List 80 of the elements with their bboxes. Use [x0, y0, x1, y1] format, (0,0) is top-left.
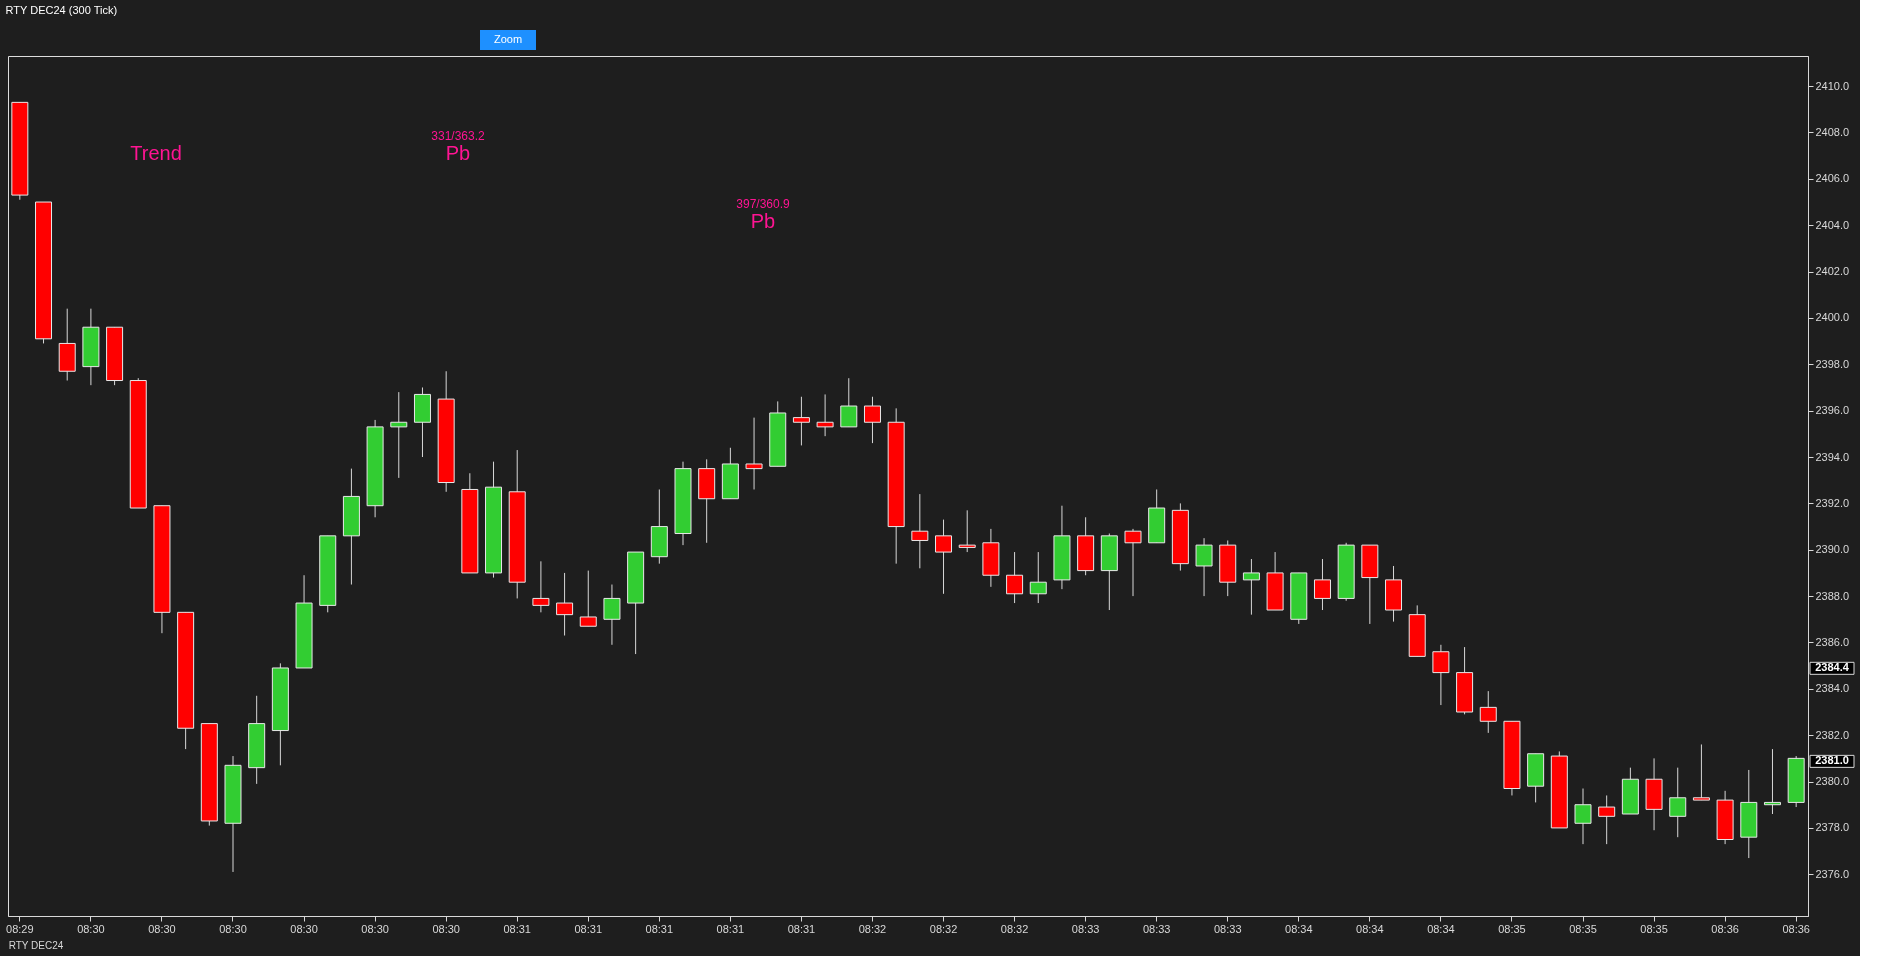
y-tick-label: 2382.0: [1815, 728, 1850, 741]
y-tick-label: 2398.0: [1815, 357, 1850, 370]
candlestick: [556, 572, 574, 637]
candlestick: [390, 391, 408, 479]
y-tick-label: 2376.0: [1815, 867, 1850, 880]
x-tick-label: 08:36: [1711, 922, 1739, 935]
annotation: 331/363.2: [431, 129, 486, 143]
x-tick-label: 08:30: [290, 922, 318, 935]
x-tick-label: 08:36: [1782, 922, 1810, 935]
candlestick: [1124, 528, 1142, 597]
y-tick-label: 2408.0: [1815, 126, 1850, 138]
y-tick-label: 2392.0: [1815, 496, 1850, 509]
y-tick-label: 2402.0: [1815, 265, 1850, 278]
candlestick: [840, 377, 858, 428]
candlestick: [792, 396, 810, 446]
candlestick: [1598, 794, 1616, 845]
y-tick-label: 2386.0: [1815, 635, 1850, 648]
x-tick-label: 08:34: [1427, 922, 1455, 935]
candlestick: [958, 509, 976, 553]
x-tick-label: 08:30: [432, 922, 460, 935]
annotation: Pb: [445, 142, 471, 164]
candlestick: [1195, 537, 1213, 597]
candlestick: [1692, 743, 1710, 801]
x-tick-label: 08:30: [148, 922, 176, 935]
annotation: 397/360.9: [736, 197, 791, 211]
y-tick-label: 2410.0: [1815, 79, 1850, 92]
x-tick-label: 08:35: [1498, 922, 1526, 935]
candlestick: [1242, 558, 1260, 616]
x-tick-label: 08:31: [574, 922, 603, 935]
annotation: Pb: [750, 210, 776, 232]
candlestick: [1313, 558, 1331, 611]
candlestick: [745, 417, 763, 490]
candlestick: [935, 519, 953, 595]
y-tick-label: 2380.0: [1815, 775, 1850, 788]
x-tick-label: 08:30: [77, 922, 105, 935]
candlestick: [1763, 748, 1781, 815]
y-tick-label: 2404.0: [1815, 218, 1850, 231]
x-tick-label: 08:33: [1142, 922, 1171, 935]
x-tick-label: 08:35: [1569, 922, 1597, 935]
y-tick-label: 2396.0: [1815, 404, 1850, 417]
y-tick-label: 2378.0: [1815, 821, 1850, 834]
x-tick-label: 08:32: [858, 922, 887, 935]
x-tick-label: 08:31: [645, 922, 674, 935]
candlestick: [532, 560, 550, 613]
candlestick: [603, 584, 621, 646]
x-tick-label: 08:29: [6, 922, 34, 935]
text: 2381.0: [1815, 754, 1849, 767]
x-tick-label: 08:30: [219, 922, 247, 935]
candlestick: [1006, 551, 1024, 604]
candlestick: [1669, 767, 1687, 838]
candlestick: [1574, 788, 1592, 845]
candlestick: [1432, 644, 1450, 706]
candlestick: [579, 570, 597, 627]
candlestick: [816, 393, 834, 437]
candlestick: [1479, 690, 1497, 734]
x-tick-label: 08:30: [361, 922, 389, 935]
x-tick-label: 08:33: [1213, 922, 1242, 935]
candlestick: [911, 493, 929, 569]
candlestick: [1029, 551, 1047, 604]
y-tick-label: 2384.0: [1815, 682, 1850, 695]
chart-title: RTY DEC24 (300 Tick): [5, 4, 118, 16]
x-tick-label: 08:31: [716, 922, 745, 935]
y-tick-label: 2400.0: [1815, 311, 1850, 324]
x-tick-label: 08:33: [1071, 922, 1100, 935]
y-tick-label: 2388.0: [1815, 589, 1850, 602]
text: Zoom: [493, 33, 523, 45]
y-tick-label: 2390.0: [1815, 543, 1850, 556]
x-tick-label: 08:34: [1356, 922, 1384, 935]
x-tick-label: 08:35: [1640, 922, 1668, 935]
y-tick-label: 2406.0: [1815, 172, 1850, 185]
y-tick-label: 2394.0: [1815, 450, 1850, 463]
x-tick-label: 08:31: [787, 922, 816, 935]
text: RTY DEC24: [8, 940, 64, 951]
candlestick: [863, 396, 881, 444]
x-tick-label: 08:32: [929, 922, 958, 935]
annotation: Trend: [130, 142, 182, 164]
x-tick-label: 08:31: [503, 922, 531, 935]
x-tick-label: 08:34: [1285, 922, 1313, 935]
x-tick-label: 08:32: [1000, 922, 1029, 935]
text: 2384.4: [1815, 661, 1850, 674]
